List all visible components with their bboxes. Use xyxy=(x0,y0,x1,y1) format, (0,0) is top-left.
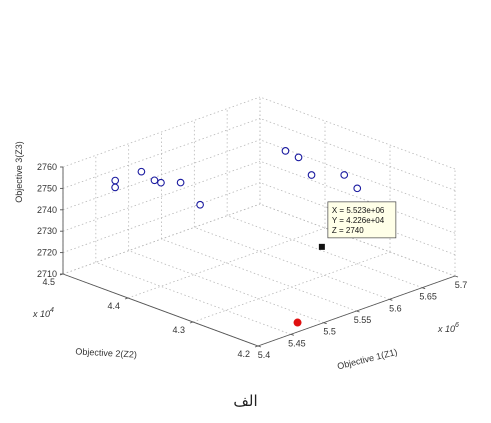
y-tick-label: 4.3 xyxy=(172,325,185,335)
z-axis-title: Objective 3(Z3) xyxy=(14,141,24,203)
y-tick-mark xyxy=(254,345,259,348)
floor-grid-line xyxy=(192,251,391,323)
x-axis-title: Objective 1(Z1) xyxy=(336,347,398,372)
x-tick-label: 5.5 xyxy=(323,327,336,337)
side-wall-grid-line xyxy=(259,160,456,234)
x-tick-mark xyxy=(356,310,360,313)
data-point xyxy=(307,171,316,179)
x-tick-label: 5.6 xyxy=(389,303,402,313)
back-wall-grid-line xyxy=(62,160,261,232)
x-tick-label: 5.55 xyxy=(354,315,372,325)
y-axis-line xyxy=(62,273,259,347)
data-point xyxy=(281,147,290,155)
z-tick-label: 2760 xyxy=(37,162,57,172)
side-wall-grid-line xyxy=(259,203,456,277)
x-tick-label: 5.45 xyxy=(288,338,306,348)
x-tick-mark xyxy=(454,275,459,278)
z-tick-label: 2730 xyxy=(37,226,57,236)
back-wall-grid-line xyxy=(62,139,261,211)
y-axis-title: Objective 2(Z2) xyxy=(75,346,137,359)
data-point xyxy=(111,176,120,185)
data-point xyxy=(157,178,165,187)
x-tick-mark xyxy=(257,345,262,348)
y-tick-mark xyxy=(124,297,129,300)
selected-data-point xyxy=(318,243,325,250)
data-point xyxy=(353,184,362,193)
back-wall-grid-line xyxy=(62,182,261,253)
side-wall-grid-line xyxy=(259,182,456,255)
floor-grid-line xyxy=(194,226,390,300)
side-wall-grid-line xyxy=(259,96,456,170)
highlighted-data-point xyxy=(293,318,302,327)
y-tick-label: 4.5 xyxy=(42,277,55,287)
datatip-line: Y = 4.226e+04 xyxy=(332,216,385,225)
floor-grid-line xyxy=(161,238,357,312)
z-tick-label: 2750 xyxy=(37,183,57,193)
z-tick-label: 2720 xyxy=(37,248,57,258)
y-multiplier-label: x 104 xyxy=(32,307,54,319)
data-point xyxy=(294,153,303,162)
data-point xyxy=(196,200,204,209)
data-point xyxy=(176,178,185,187)
x-tick-mark xyxy=(290,333,294,336)
floor-grid-line xyxy=(128,250,324,324)
side-wall-grid-line xyxy=(259,139,456,213)
z-tick-label: 2710 xyxy=(37,269,57,279)
x-tick-label: 5.4 xyxy=(258,350,271,360)
x-multiplier-label: x 106 xyxy=(437,322,459,334)
back-wall-grid-line xyxy=(62,118,261,189)
side-wall-grid-line xyxy=(259,118,456,191)
datatip-line: X = 5.523e+06 xyxy=(332,206,385,215)
data-point xyxy=(111,183,119,192)
floor-grid-line xyxy=(227,215,423,289)
x-tick-mark xyxy=(422,287,426,290)
back-wall-grid-line xyxy=(62,203,261,275)
floor-grid-line xyxy=(127,227,326,299)
z-tick-label: 2740 xyxy=(37,205,57,215)
datatip-box xyxy=(327,201,397,239)
floor-grid-line xyxy=(95,261,291,335)
back-wall-grid-line xyxy=(62,96,261,168)
data-point xyxy=(340,171,349,179)
figure-caption: الف xyxy=(233,392,258,410)
data-point xyxy=(150,176,159,185)
x-tick-label: 5.65 xyxy=(419,292,437,302)
y-tick-mark xyxy=(189,321,194,324)
x-tick-mark xyxy=(389,298,393,301)
x-tick-mark xyxy=(323,322,327,325)
x-tick-label: 5.7 xyxy=(455,280,468,290)
datatip-line: Z = 2740 xyxy=(332,226,364,235)
y-tick-label: 4.4 xyxy=(107,301,120,311)
y-tick-label: 4.2 xyxy=(237,349,250,359)
data-point xyxy=(137,167,146,176)
